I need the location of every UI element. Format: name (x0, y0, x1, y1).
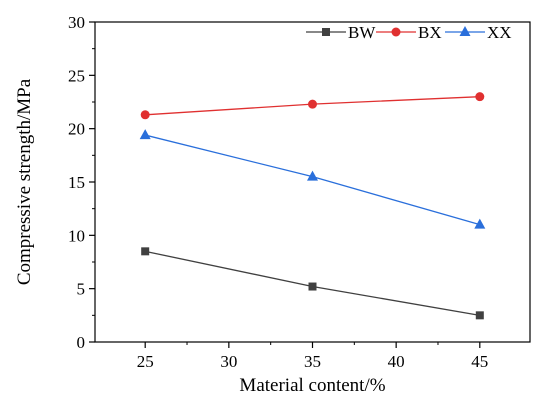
data-point (308, 99, 317, 109)
y-tick-label: 0 (77, 333, 86, 352)
y-tick-label: 25 (68, 66, 85, 85)
data-point (475, 311, 484, 320)
legend-marker (322, 28, 330, 36)
x-tick-label: 35 (304, 352, 321, 371)
legend-marker (459, 26, 471, 36)
y-tick-label: 20 (68, 120, 85, 139)
series-bw (141, 247, 484, 320)
data-point (139, 129, 151, 140)
y-axis: 0 5 10 15 20 25 30 (68, 13, 95, 352)
x-tick-label: 40 (388, 352, 405, 371)
x-tick-label: 45 (471, 352, 488, 371)
legend-item-bx: BX (376, 23, 442, 42)
x-tick-label: 30 (220, 352, 237, 371)
data-point (141, 247, 150, 256)
series-layer (139, 92, 486, 320)
data-point (140, 110, 150, 120)
data-point (475, 92, 485, 102)
legend-item-bw: BW (306, 23, 376, 42)
series-xx (139, 129, 486, 229)
plot-area (94, 21, 531, 343)
y-tick-label: 10 (68, 226, 85, 245)
data-point (474, 218, 486, 229)
y-axis-title: Compressive strength/MPa (14, 78, 35, 285)
y-tick-label: 5 (77, 280, 86, 299)
data-point (307, 170, 318, 181)
x-axis: 25 30 35 40 45 (137, 342, 488, 371)
x-tick-label: 25 (137, 352, 154, 371)
data-point (308, 282, 317, 291)
legend-marker (391, 27, 401, 37)
legend-label: XX (487, 23, 512, 42)
series-bx (140, 92, 485, 120)
legend-label: BW (348, 23, 376, 42)
y-tick-label: 30 (68, 13, 85, 32)
x-axis-title: Material content/% (239, 375, 385, 396)
legend-label: BX (418, 23, 442, 42)
legend: BW BX XX (306, 23, 512, 42)
plot-border (94, 21, 531, 343)
legend-item-xx: XX (445, 23, 512, 42)
y-tick-label: 15 (68, 173, 85, 192)
